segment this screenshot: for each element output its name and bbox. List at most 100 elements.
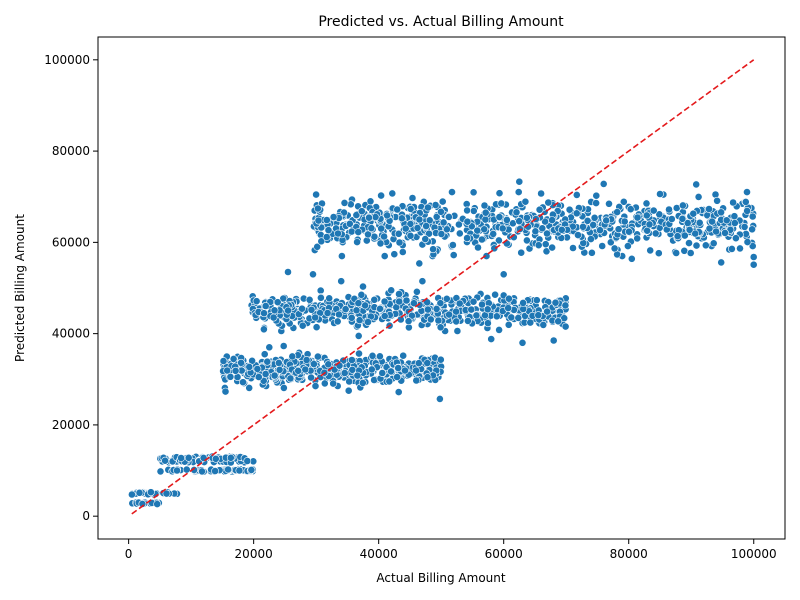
data-point <box>223 366 232 375</box>
data-point <box>394 364 403 372</box>
x-tick-label: 0 <box>125 547 133 561</box>
data-point <box>548 216 556 224</box>
data-point <box>598 242 607 250</box>
data-point <box>538 224 547 233</box>
data-point <box>730 219 739 227</box>
data-point <box>219 357 228 365</box>
data-point <box>626 205 635 214</box>
y-tick-label: 60000 <box>52 235 90 249</box>
data-point <box>583 216 592 225</box>
data-point <box>387 286 396 295</box>
data-point <box>448 188 456 196</box>
data-point <box>436 299 445 308</box>
data-point <box>507 313 516 322</box>
data-point <box>487 335 496 343</box>
data-point <box>495 213 504 221</box>
data-point <box>273 298 282 307</box>
data-point <box>226 372 235 381</box>
data-point <box>311 313 320 322</box>
data-point <box>301 365 310 374</box>
data-point <box>245 362 254 371</box>
data-point <box>364 230 372 239</box>
data-point <box>613 208 622 216</box>
data-point <box>491 290 499 299</box>
data-point <box>412 287 421 296</box>
data-point <box>705 205 713 213</box>
data-point <box>526 318 535 327</box>
data-point <box>380 252 389 260</box>
data-point <box>541 240 550 249</box>
data-point <box>406 204 415 213</box>
data-point <box>390 250 399 259</box>
data-point <box>383 211 391 220</box>
data-point <box>221 387 230 396</box>
data-point <box>705 224 714 233</box>
data-point <box>444 212 453 221</box>
data-point <box>198 467 206 476</box>
data-point <box>314 216 323 225</box>
data-point <box>437 230 446 238</box>
data-point <box>483 319 492 328</box>
data-point <box>633 213 642 222</box>
data-point <box>452 317 461 326</box>
data-point <box>442 225 451 234</box>
data-point <box>274 358 283 367</box>
data-point <box>437 207 445 216</box>
data-point <box>412 366 420 375</box>
data-point <box>316 286 325 295</box>
data-point <box>534 311 543 320</box>
data-point <box>495 325 503 334</box>
data-point <box>473 226 482 235</box>
data-point <box>309 360 318 368</box>
data-point <box>548 243 556 252</box>
data-point <box>313 204 322 213</box>
data-point <box>722 216 731 225</box>
data-point <box>535 205 544 214</box>
data-point <box>429 245 437 254</box>
data-point <box>544 198 553 207</box>
y-tick-label: 0 <box>82 509 90 523</box>
data-point <box>561 301 570 310</box>
data-point <box>329 213 338 221</box>
data-point <box>404 317 413 326</box>
data-point <box>557 225 566 234</box>
data-point <box>467 305 476 314</box>
data-point <box>685 225 694 234</box>
data-point <box>588 248 596 257</box>
data-point <box>531 227 540 236</box>
data-point <box>370 376 378 384</box>
data-point <box>749 260 758 269</box>
data-point <box>561 322 570 331</box>
data-point <box>498 224 507 233</box>
x-tick-label: 40000 <box>360 547 398 561</box>
data-point <box>455 229 464 238</box>
data-point <box>284 268 292 276</box>
data-point <box>305 295 314 304</box>
data-point <box>302 356 311 364</box>
data-point <box>324 360 333 369</box>
data-point <box>380 297 389 306</box>
data-point <box>701 241 710 250</box>
data-point <box>313 352 322 361</box>
y-axis-label: Predicted Billing Amount <box>13 214 27 362</box>
data-point <box>347 313 356 322</box>
data-point <box>352 211 361 219</box>
data-point <box>691 229 700 238</box>
data-point <box>426 315 435 324</box>
data-point <box>385 377 394 386</box>
data-point <box>368 351 377 360</box>
data-point <box>156 467 165 476</box>
data-point <box>610 244 619 253</box>
data-point <box>502 215 511 224</box>
data-point <box>425 216 434 225</box>
data-point <box>355 316 364 325</box>
data-point <box>146 488 155 497</box>
data-point <box>341 305 350 314</box>
data-point <box>729 198 737 207</box>
data-point <box>307 305 316 314</box>
data-point <box>646 246 655 255</box>
data-point <box>353 371 362 380</box>
data-point <box>260 350 269 359</box>
data-point <box>521 197 530 206</box>
data-point <box>499 270 508 279</box>
